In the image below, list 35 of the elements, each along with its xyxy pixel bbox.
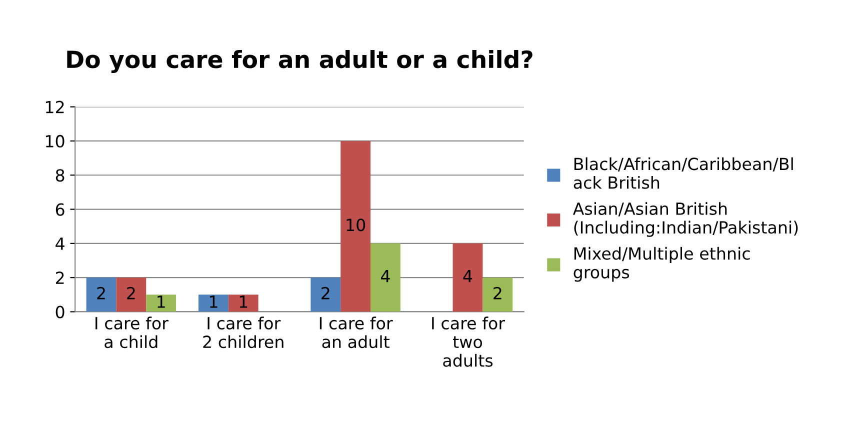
bar — [146, 294, 176, 312]
data-label: 4 — [380, 270, 390, 282]
bar — [482, 278, 513, 312]
bar — [116, 278, 146, 312]
legend-label: Mixed/Multiple ethnic groups — [574, 246, 750, 282]
data-label: 1 — [210, 296, 218, 308]
data-label: 2 — [494, 286, 502, 300]
data-label: 2 — [127, 286, 135, 300]
y-tick-label: 12 — [46, 100, 64, 114]
bar — [198, 294, 228, 312]
legend-label: Black/African/Caribbean/Bl ack British — [574, 157, 793, 189]
data-label: 10 — [346, 218, 366, 232]
y-tick-label: 10 — [46, 134, 64, 148]
data-label: 1 — [240, 296, 248, 308]
y-tick-label: 0 — [56, 306, 64, 318]
y-tick-label: 4 — [56, 238, 64, 250]
bar — [340, 140, 371, 312]
bar — [228, 294, 258, 312]
x-tick-label: I care for an adult — [320, 316, 393, 348]
bar — [310, 278, 341, 312]
x-tick-label: I care for two adults — [432, 316, 506, 367]
y-tick-label: 8 — [56, 169, 64, 182]
data-label: 2 — [322, 286, 330, 300]
data-label: 4 — [463, 270, 472, 282]
data-label: 2 — [97, 286, 105, 300]
data-label: 1 — [158, 296, 165, 308]
bar — [452, 243, 483, 312]
chart-title: Do you care for an adult or a child? — [67, 50, 532, 74]
x-tick-label: I care for a child — [96, 316, 168, 348]
y-tick-label: 2 — [56, 272, 64, 284]
x-tick-label: I care for 2 children — [203, 316, 284, 348]
bar — [370, 243, 400, 312]
bar — [86, 278, 116, 312]
legend-label: Asian/Asian British (Including:Indian/Pakistani) — [572, 202, 798, 237]
y-tick-label: 6 — [56, 203, 64, 216]
